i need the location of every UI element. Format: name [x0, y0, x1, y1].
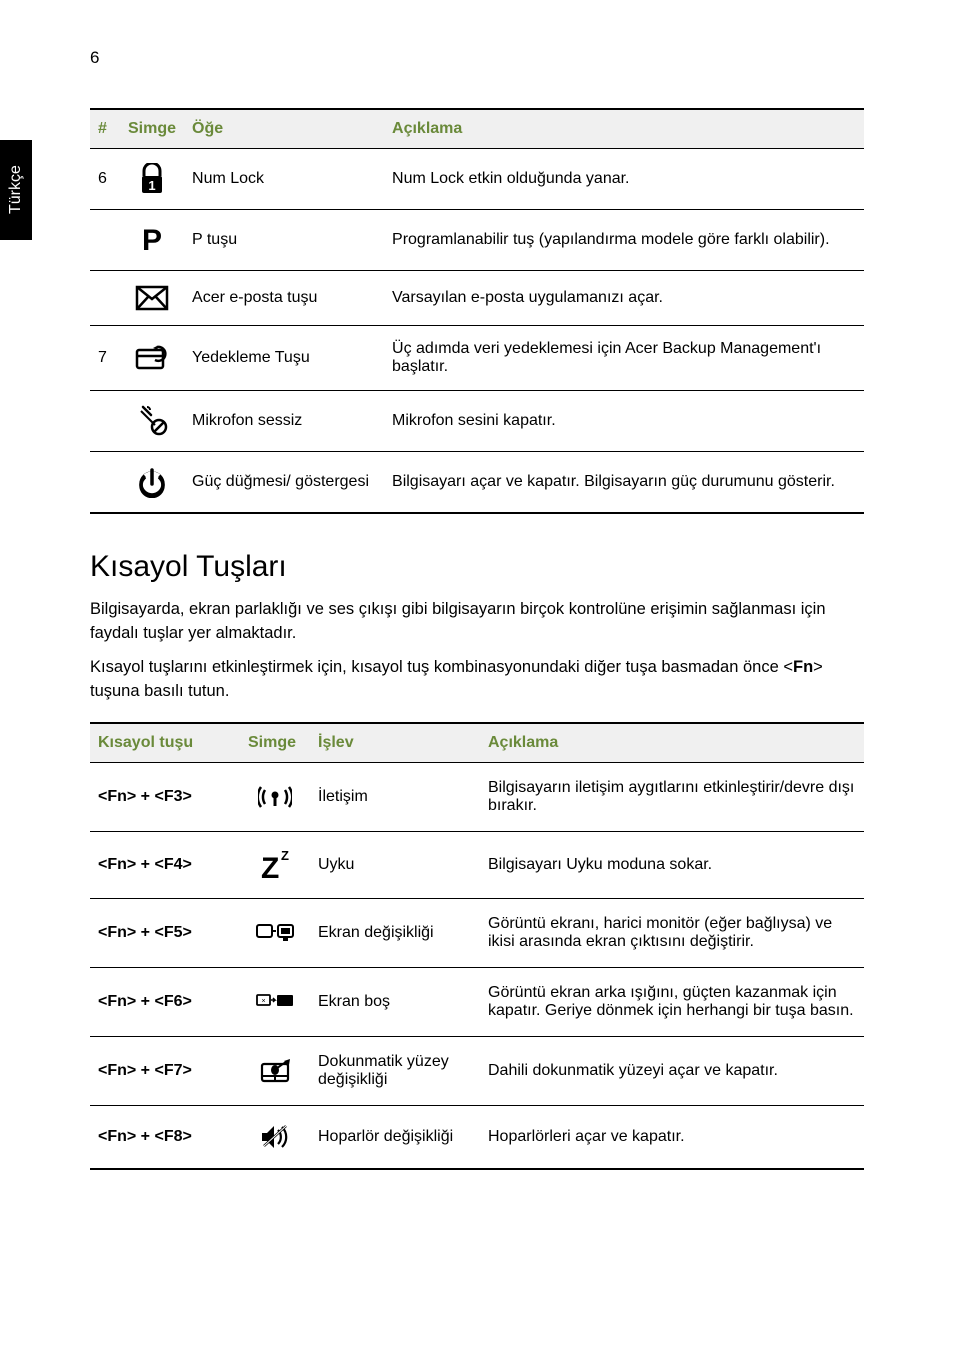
- page-number: 6: [90, 48, 99, 68]
- row-item: Acer e-posta tuşu: [184, 271, 384, 326]
- power-icon: [120, 452, 184, 514]
- table-row: 7 Yedekleme Tuşu Üç adımda veri yedeklem…: [90, 326, 864, 391]
- th-desc: Açıklama: [480, 723, 864, 763]
- row-num: [90, 391, 120, 452]
- th-desc: Açıklama: [384, 109, 864, 149]
- hotkey: <Fn> + <F3>: [90, 762, 240, 831]
- row-desc: Üç adımda veri yedeklemesi için Acer Bac…: [384, 326, 864, 391]
- row-item: Güç düğmesi/ göstergesi: [184, 452, 384, 514]
- paragraph: Bilgisayarda, ekran parlaklığı ve ses çı…: [90, 598, 864, 646]
- p-key-icon: P: [120, 210, 184, 271]
- feature-table: # Simge Öğe Açıklama 6 1 Num Lock Num Lo…: [90, 108, 864, 514]
- table-row: <Fn> + <F3> İletişim Bilgisayarın iletiş…: [90, 762, 864, 831]
- svg-text:×: ×: [261, 998, 265, 1005]
- table-row: Güç düğmesi/ göstergesi Bilgisayarı açar…: [90, 452, 864, 514]
- section-title: Kısayol Tuşları: [90, 550, 864, 584]
- svg-text:P: P: [142, 224, 162, 256]
- touchpad-icon: [240, 1036, 310, 1105]
- hotkey-desc: Görüntü ekran arka ışığını, güçten kazan…: [480, 967, 864, 1036]
- th-item: Öğe: [184, 109, 384, 149]
- row-num: 6: [90, 149, 120, 210]
- hotkey-desc: Hoparlörleri açar ve kapatır.: [480, 1105, 864, 1169]
- backup-icon: [120, 326, 184, 391]
- table-row: <Fn> + <F5> Ekran değişikliği Görüntü ek…: [90, 898, 864, 967]
- row-num: 7: [90, 326, 120, 391]
- mail-icon: [120, 271, 184, 326]
- table-row: Mikrofon sessiz Mikrofon sesini kapatır.: [90, 391, 864, 452]
- table-row: Acer e-posta tuşu Varsayılan e-posta uyg…: [90, 271, 864, 326]
- speaker-mute-icon: [240, 1105, 310, 1169]
- screen-blank-icon: ×: [240, 967, 310, 1036]
- hotkey-func: Uyku: [310, 831, 480, 898]
- row-desc: Num Lock etkin olduğunda yanar.: [384, 149, 864, 210]
- row-item: Mikrofon sessiz: [184, 391, 384, 452]
- th-key: Kısayol tuşu: [90, 723, 240, 763]
- table-row: <Fn> + <F7> Dokunmatik yüzey değişikliği…: [90, 1036, 864, 1105]
- th-icon: Simge: [240, 723, 310, 763]
- row-desc: Bilgisayarı açar ve kapatır. Bilgisayarı…: [384, 452, 864, 514]
- hotkey: <Fn> + <F7>: [90, 1036, 240, 1105]
- numlock-icon: 1: [120, 149, 184, 210]
- hotkey-desc: Bilgisayarı Uyku moduna sokar.: [480, 831, 864, 898]
- table-row: <Fn> + <F6> × Ekran boş Görüntü ekran ar…: [90, 967, 864, 1036]
- hotkey-func: Ekran boş: [310, 967, 480, 1036]
- wireless-icon: [240, 762, 310, 831]
- display-switch-icon: [240, 898, 310, 967]
- row-item: Yedekleme Tuşu: [184, 326, 384, 391]
- svg-text:Z: Z: [261, 852, 279, 882]
- table-row: 6 1 Num Lock Num Lock etkin olduğunda ya…: [90, 149, 864, 210]
- hotkey: <Fn> + <F5>: [90, 898, 240, 967]
- svg-text:Z: Z: [281, 848, 289, 863]
- language-tab: Türkçe: [0, 140, 32, 240]
- hotkey: <Fn> + <F4>: [90, 831, 240, 898]
- hotkey-func: İletişim: [310, 762, 480, 831]
- th-func: İşlev: [310, 723, 480, 763]
- hotkey-table: Kısayol tuşu Simge İşlev Açıklama <Fn> +…: [90, 722, 864, 1170]
- row-num: [90, 271, 120, 326]
- table-row: P P tuşu Programlanabilir tuş (yapılandı…: [90, 210, 864, 271]
- hotkey-desc: Dahili dokunmatik yüzeyi açar ve kapatır…: [480, 1036, 864, 1105]
- paragraph: Kısayol tuşlarını etkinleştirmek için, k…: [90, 656, 864, 704]
- row-item: Num Lock: [184, 149, 384, 210]
- row-desc: Mikrofon sesini kapatır.: [384, 391, 864, 452]
- sleep-icon: ZZ: [240, 831, 310, 898]
- hotkey: <Fn> + <F8>: [90, 1105, 240, 1169]
- table-row: <Fn> + <F4> ZZ Uyku Bilgisayarı Uyku mod…: [90, 831, 864, 898]
- row-num: [90, 210, 120, 271]
- th-icon: Simge: [120, 109, 184, 149]
- mic-mute-icon: [120, 391, 184, 452]
- row-num: [90, 452, 120, 514]
- table-row: <Fn> + <F8> Hoparlör değişikliği Hoparlö…: [90, 1105, 864, 1169]
- hotkey-func: Ekran değişikliği: [310, 898, 480, 967]
- row-desc: Programlanabilir tuş (yapılandırma model…: [384, 210, 864, 271]
- row-item: P tuşu: [184, 210, 384, 271]
- row-desc: Varsayılan e-posta uygulamanızı açar.: [384, 271, 864, 326]
- svg-text:1: 1: [148, 178, 155, 193]
- hotkey-desc: Bilgisayarın iletişim aygıtlarını etkinl…: [480, 762, 864, 831]
- fn-bold: Fn: [793, 658, 813, 676]
- hotkey-func: Hoparlör değişikliği: [310, 1105, 480, 1169]
- hotkey-func: Dokunmatik yüzey değişikliği: [310, 1036, 480, 1105]
- hotkey: <Fn> + <F6>: [90, 967, 240, 1036]
- th-num: #: [90, 109, 120, 149]
- hotkey-desc: Görüntü ekranı, harici monitör (eğer bağ…: [480, 898, 864, 967]
